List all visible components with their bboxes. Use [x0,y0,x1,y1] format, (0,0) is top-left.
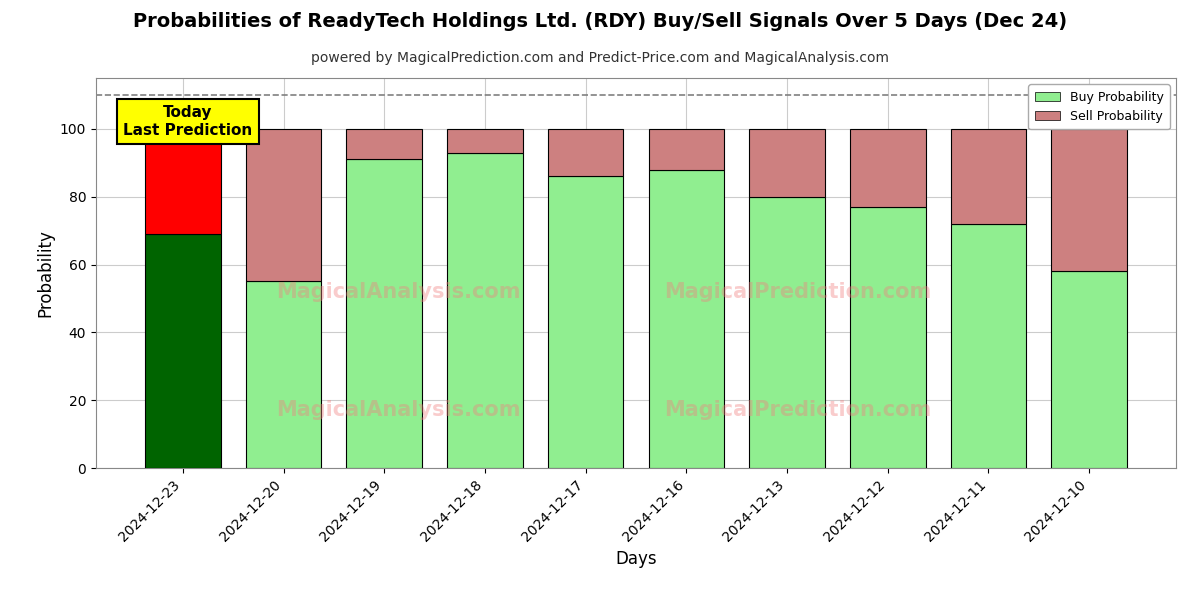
Bar [347,160,422,468]
Text: MagicalPrediction.com: MagicalPrediction.com [665,283,931,302]
Text: MagicalAnalysis.com: MagicalAnalysis.com [276,400,521,419]
Bar [850,129,925,207]
Bar [448,129,523,152]
Text: Probabilities of ReadyTech Holdings Ltd. (RDY) Buy/Sell Signals Over 5 Days (Dec: Probabilities of ReadyTech Holdings Ltd.… [133,12,1067,31]
Legend: Buy Probability, Sell Probability: Buy Probability, Sell Probability [1028,84,1170,129]
Bar [347,129,422,160]
Bar [246,129,322,281]
Text: MagicalPrediction.com: MagicalPrediction.com [665,400,931,419]
Bar [648,129,724,170]
Text: powered by MagicalPrediction.com and Predict-Price.com and MagicalAnalysis.com: powered by MagicalPrediction.com and Pre… [311,51,889,65]
Bar [145,129,221,234]
Y-axis label: Probability: Probability [36,229,54,317]
Bar [950,224,1026,468]
Bar [749,197,824,468]
Text: MagicalAnalysis.com: MagicalAnalysis.com [276,283,521,302]
Bar [145,234,221,468]
X-axis label: Days: Days [616,550,656,568]
Bar [648,170,724,468]
Bar [850,207,925,468]
Bar [1051,129,1127,271]
Bar [246,281,322,468]
Bar [749,129,824,197]
Bar [548,129,624,176]
Bar [1051,271,1127,468]
Bar [950,129,1026,224]
Bar [448,152,523,468]
Text: Today
Last Prediction: Today Last Prediction [124,105,252,137]
Bar [548,176,624,468]
